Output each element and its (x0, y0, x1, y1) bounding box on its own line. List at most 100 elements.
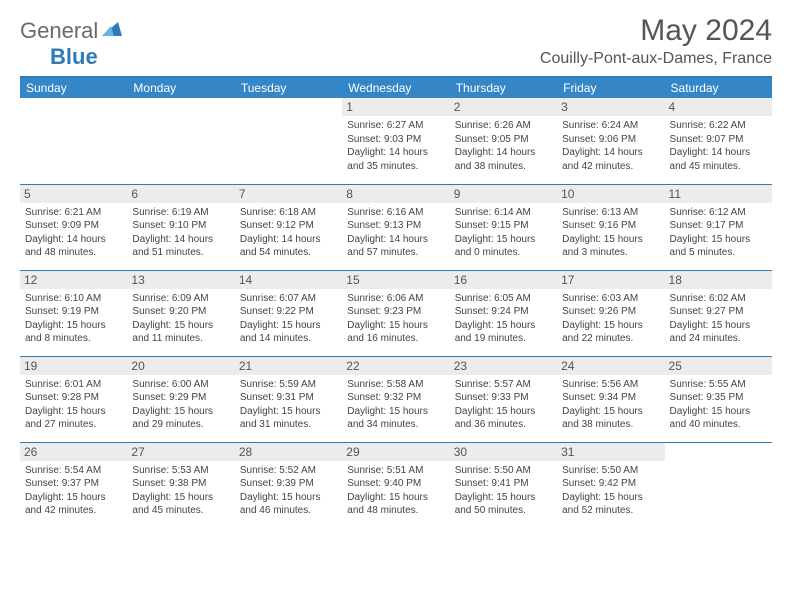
cell-text: Sunset: 9:17 PM (670, 219, 767, 233)
cell-text: Daylight: 14 hours and 51 minutes. (132, 233, 229, 260)
cell-text: Sunset: 9:12 PM (240, 219, 337, 233)
cell-text: Sunset: 9:26 PM (562, 305, 659, 319)
day-number: 10 (557, 185, 664, 203)
cell-text: Daylight: 15 hours and 14 minutes. (240, 319, 337, 346)
cell-text: Daylight: 14 hours and 35 minutes. (347, 146, 444, 173)
calendar-row: 19Sunrise: 6:01 AMSunset: 9:28 PMDayligh… (20, 356, 772, 442)
calendar-cell: 24Sunrise: 5:56 AMSunset: 9:34 PMDayligh… (557, 356, 664, 442)
calendar-cell: 13Sunrise: 6:09 AMSunset: 9:20 PMDayligh… (127, 270, 234, 356)
cell-text: Daylight: 14 hours and 54 minutes. (240, 233, 337, 260)
day-number: 1 (342, 98, 449, 116)
cell-text: Sunset: 9:15 PM (455, 219, 552, 233)
day-number: 7 (235, 185, 342, 203)
calendar-cell: 11Sunrise: 6:12 AMSunset: 9:17 PMDayligh… (665, 184, 772, 270)
day-header: Sunday (20, 77, 127, 98)
cell-text: Sunset: 9:35 PM (670, 391, 767, 405)
calendar-row: 5Sunrise: 6:21 AMSunset: 9:09 PMDaylight… (20, 184, 772, 270)
cell-text: Daylight: 15 hours and 48 minutes. (347, 491, 444, 518)
day-number: 2 (450, 98, 557, 116)
page-header: GeneralBlue May 2024 Couilly-Pont-aux-Da… (20, 14, 772, 70)
cell-text: Sunrise: 6:16 AM (347, 206, 444, 220)
day-header: Monday (127, 77, 234, 98)
cell-text: Daylight: 15 hours and 36 minutes. (455, 405, 552, 432)
cell-text: Sunrise: 5:50 AM (562, 464, 659, 478)
cell-text: Sunset: 9:31 PM (240, 391, 337, 405)
cell-text: Sunset: 9:06 PM (562, 133, 659, 147)
cell-text: Sunset: 9:19 PM (25, 305, 122, 319)
day-number: 13 (127, 271, 234, 289)
calendar-cell: 23Sunrise: 5:57 AMSunset: 9:33 PMDayligh… (450, 356, 557, 442)
day-header: Tuesday (235, 77, 342, 98)
calendar-cell: 31Sunrise: 5:50 AMSunset: 9:42 PMDayligh… (557, 442, 664, 528)
day-number: 14 (235, 271, 342, 289)
calendar-cell: 25Sunrise: 5:55 AMSunset: 9:35 PMDayligh… (665, 356, 772, 442)
day-number: 8 (342, 185, 449, 203)
cell-text: Sunset: 9:29 PM (132, 391, 229, 405)
brand-logo: GeneralBlue (20, 14, 122, 70)
day-number: 16 (450, 271, 557, 289)
cell-text: Daylight: 15 hours and 11 minutes. (132, 319, 229, 346)
cell-text: Daylight: 15 hours and 45 minutes. (132, 491, 229, 518)
cell-text: Sunset: 9:22 PM (240, 305, 337, 319)
cell-text: Sunrise: 6:13 AM (562, 206, 659, 220)
cell-text: Sunrise: 5:50 AM (455, 464, 552, 478)
day-number: 17 (557, 271, 664, 289)
calendar-cell: 3Sunrise: 6:24 AMSunset: 9:06 PMDaylight… (557, 98, 664, 184)
cell-text: Sunset: 9:42 PM (562, 477, 659, 491)
brand-part1: General (20, 18, 98, 44)
day-number: 25 (665, 357, 772, 375)
month-title: May 2024 (540, 14, 772, 48)
cell-text: Daylight: 14 hours and 45 minutes. (670, 146, 767, 173)
day-number: 23 (450, 357, 557, 375)
day-header: Saturday (665, 77, 772, 98)
cell-text: Sunset: 9:41 PM (455, 477, 552, 491)
cell-text: Sunrise: 6:01 AM (25, 378, 122, 392)
day-header: Wednesday (342, 77, 449, 98)
calendar-cell: 19Sunrise: 6:01 AMSunset: 9:28 PMDayligh… (20, 356, 127, 442)
cell-text: Sunset: 9:40 PM (347, 477, 444, 491)
day-header: Friday (557, 77, 664, 98)
cell-text: Daylight: 15 hours and 24 minutes. (670, 319, 767, 346)
cell-text: Sunrise: 6:21 AM (25, 206, 122, 220)
cell-text: Daylight: 14 hours and 57 minutes. (347, 233, 444, 260)
cell-text: Sunrise: 5:54 AM (25, 464, 122, 478)
cell-text: Sunrise: 6:27 AM (347, 119, 444, 133)
cell-text: Sunset: 9:07 PM (670, 133, 767, 147)
day-number: 26 (20, 443, 127, 461)
cell-text: Sunrise: 5:58 AM (347, 378, 444, 392)
calendar-cell: 4Sunrise: 6:22 AMSunset: 9:07 PMDaylight… (665, 98, 772, 184)
cell-text: Sunset: 9:10 PM (132, 219, 229, 233)
cell-text: Daylight: 14 hours and 38 minutes. (455, 146, 552, 173)
cell-text: Daylight: 15 hours and 50 minutes. (455, 491, 552, 518)
cell-text: Sunrise: 6:05 AM (455, 292, 552, 306)
day-number: 30 (450, 443, 557, 461)
calendar-table: SundayMondayTuesdayWednesdayThursdayFrid… (20, 76, 772, 528)
cell-text: Sunset: 9:23 PM (347, 305, 444, 319)
day-number: 6 (127, 185, 234, 203)
calendar-cell: 26Sunrise: 5:54 AMSunset: 9:37 PMDayligh… (20, 442, 127, 528)
cell-text: Daylight: 15 hours and 38 minutes. (562, 405, 659, 432)
cell-text: Daylight: 15 hours and 3 minutes. (562, 233, 659, 260)
cell-text: Sunrise: 6:06 AM (347, 292, 444, 306)
day-number: 27 (127, 443, 234, 461)
cell-text: Sunrise: 6:10 AM (25, 292, 122, 306)
calendar-cell: 6 Sunrise: 6:19 AMSunset: 9:10 PMDaylight… (127, 184, 234, 270)
cell-text: Sunrise: 5:52 AM (240, 464, 337, 478)
calendar-body: 1Sunrise: 6:27 AMSunset: 9:03 PMDaylight… (20, 98, 772, 528)
calendar-cell: 2Sunrise: 6:26 AMSunset: 9:05 PMDaylight… (450, 98, 557, 184)
cell-text: Daylight: 15 hours and 27 minutes. (25, 405, 122, 432)
cell-text: Sunrise: 5:53 AM (132, 464, 229, 478)
cell-text: Sunrise: 6:14 AM (455, 206, 552, 220)
cell-text: Daylight: 14 hours and 42 minutes. (562, 146, 659, 173)
calendar-row: 1Sunrise: 6:27 AMSunset: 9:03 PMDaylight… (20, 98, 772, 184)
cell-text: Sunrise: 5:56 AM (562, 378, 659, 392)
cell-text: Daylight: 15 hours and 16 minutes. (347, 319, 444, 346)
calendar-cell: 5Sunrise: 6:21 AMSunset: 9:09 PMDaylight… (20, 184, 127, 270)
cell-text: Daylight: 15 hours and 22 minutes. (562, 319, 659, 346)
cell-text: Sunrise: 6:19 AM (132, 206, 229, 220)
calendar-cell: 16Sunrise: 6:05 AMSunset: 9:24 PMDayligh… (450, 270, 557, 356)
cell-text: Sunrise: 6:26 AM (455, 119, 552, 133)
cell-text: Sunrise: 5:51 AM (347, 464, 444, 478)
cell-text: Daylight: 15 hours and 5 minutes. (670, 233, 767, 260)
calendar-cell (665, 442, 772, 528)
